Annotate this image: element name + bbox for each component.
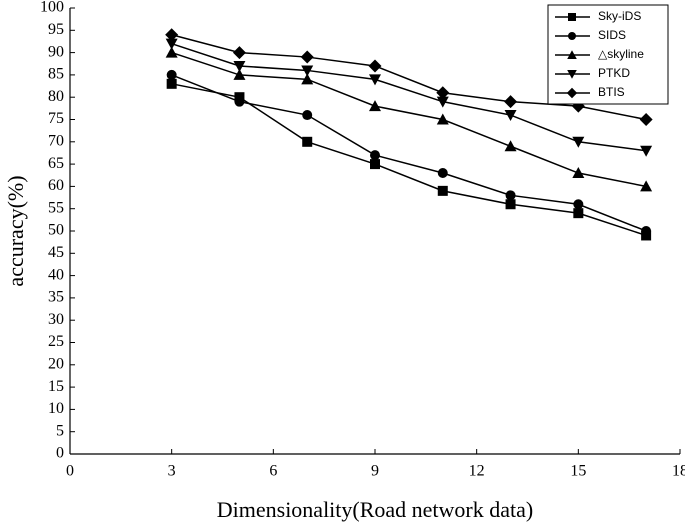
y-tick-label: 75 [48, 110, 64, 127]
marker [504, 140, 517, 152]
marker [302, 136, 313, 147]
series-line [171, 51, 647, 188]
marker [505, 199, 516, 210]
legend-label: △skyline [598, 47, 644, 61]
series-line [171, 34, 647, 121]
y-tick-label: 50 [48, 222, 64, 239]
marker [566, 87, 578, 99]
marker [165, 28, 179, 42]
x-tick-label: 6 [269, 463, 277, 480]
y-tick-label: 60 [48, 177, 64, 194]
marker [504, 110, 517, 122]
x-tick-label: 12 [469, 463, 485, 480]
marker [504, 95, 518, 109]
marker [573, 208, 584, 219]
marker [301, 65, 314, 77]
x-tick-label: 0 [66, 463, 74, 480]
y-tick-label: 80 [48, 88, 64, 105]
series-line [171, 74, 647, 232]
legend-label: BTIS [598, 85, 625, 99]
marker [302, 110, 313, 121]
marker [233, 60, 246, 72]
marker [369, 100, 381, 112]
y-tick-label: 95 [48, 21, 64, 38]
y-tick-label: 40 [48, 266, 64, 283]
marker [166, 78, 177, 89]
marker [567, 50, 577, 59]
x-tick-label: 18 [672, 463, 685, 480]
marker [301, 73, 314, 85]
marker [370, 159, 380, 170]
marker [639, 113, 653, 126]
marker [641, 226, 652, 236]
y-tick-label: 20 [48, 355, 64, 372]
legend-label: PTKD [598, 66, 630, 80]
series-line [171, 42, 647, 152]
y-tick-label: 15 [48, 378, 64, 395]
marker [370, 150, 380, 161]
marker [233, 68, 246, 80]
y-tick-label: 25 [48, 333, 64, 350]
marker [234, 96, 245, 107]
y-tick-label: 55 [48, 199, 64, 216]
y-axis-label: accuracy(%) [3, 175, 28, 286]
x-axis-label: Dimensionality(Road network data) [217, 497, 533, 522]
x-tick-label: 3 [168, 463, 176, 480]
y-tick-label: 70 [48, 132, 64, 149]
marker [572, 136, 585, 148]
y-tick-label: 35 [48, 289, 64, 306]
y-tick-label: 85 [48, 66, 64, 83]
marker [437, 168, 448, 179]
marker [505, 190, 516, 201]
y-tick-label: 65 [48, 155, 64, 172]
marker [640, 180, 653, 192]
y-tick-label: 30 [48, 311, 64, 328]
marker [232, 46, 246, 60]
marker [368, 59, 382, 73]
y-tick-label: 90 [48, 43, 64, 60]
marker [567, 70, 577, 79]
y-tick-label: 5 [56, 422, 64, 439]
marker [640, 145, 653, 157]
marker [165, 46, 178, 58]
marker [568, 32, 576, 40]
legend-label: Sky-iDS [598, 9, 641, 23]
marker [166, 69, 177, 80]
marker [436, 86, 450, 100]
y-tick-label: 100 [40, 0, 64, 16]
marker [369, 74, 381, 86]
marker [300, 50, 314, 64]
marker [436, 113, 449, 125]
legend-label: SIDS [598, 28, 626, 42]
x-tick-label: 15 [570, 463, 586, 480]
marker [165, 38, 178, 50]
marker [573, 199, 584, 210]
x-tick-label: 9 [371, 463, 379, 480]
marker [437, 185, 448, 196]
marker [568, 13, 576, 21]
y-tick-label: 45 [48, 244, 64, 261]
marker [572, 167, 585, 179]
y-tick-label: 0 [56, 445, 64, 462]
y-tick-label: 10 [48, 400, 64, 417]
marker [436, 96, 449, 108]
